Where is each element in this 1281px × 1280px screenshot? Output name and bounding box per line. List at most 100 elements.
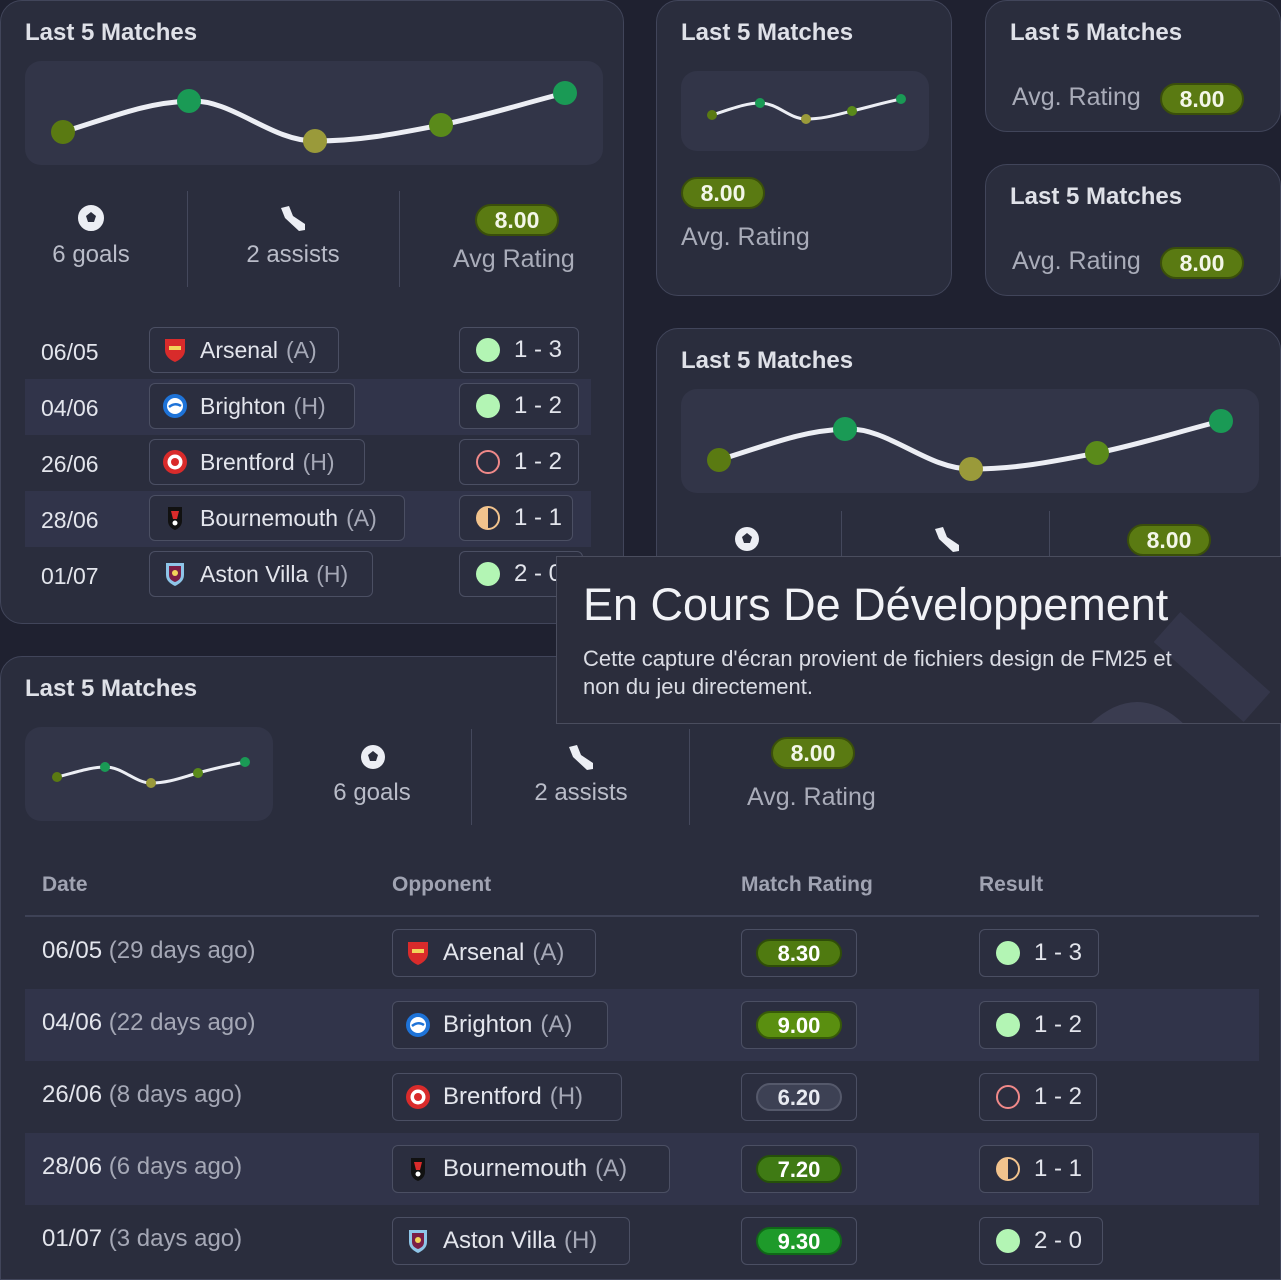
card-title: Last 5 Matches: [681, 347, 854, 374]
brentford-crest-icon: [406, 1085, 430, 1109]
opponent-name: Arsenal: [443, 939, 525, 966]
development-notice: En Cours De Développement Cette capture …: [556, 556, 1281, 724]
arsenal-crest-icon: [165, 339, 185, 362]
opponent-chip[interactable]: Brentford (H): [392, 1073, 622, 1121]
sparkline-point: [100, 762, 110, 772]
result-score: 1 - 1: [514, 504, 563, 531]
aston-villa-crest-icon: [409, 1230, 427, 1253]
win-icon: [476, 338, 500, 362]
arsenal-crest-icon: [408, 942, 428, 965]
venue: (A): [346, 504, 377, 531]
sparkline-point: [801, 114, 811, 124]
sparkline-panel: [25, 61, 603, 165]
sparkline-panel: [25, 727, 273, 821]
days-ago: (6 days ago): [108, 1153, 243, 1180]
win-icon: [996, 1229, 1020, 1253]
sparkline-point: [240, 757, 250, 767]
match-rating-value: 7.20: [756, 1155, 842, 1183]
opponent-chip[interactable]: Bournemouth (A): [392, 1145, 670, 1193]
column-header-match-rating: Match Rating: [741, 873, 873, 896]
sparkline-point: [707, 448, 731, 472]
match-rating-chip: 6.20: [741, 1073, 857, 1121]
venue: (A): [595, 1155, 628, 1182]
match-rating-chip: 8.30: [741, 929, 857, 977]
win-icon: [476, 394, 500, 418]
win-icon: [996, 941, 1020, 965]
opponent-chip[interactable]: Brentford (H): [149, 439, 365, 485]
opponent-chip[interactable]: Brighton (H): [149, 383, 355, 429]
sparkline-point: [177, 89, 201, 113]
result-score: 1 - 2: [1034, 1083, 1083, 1110]
result-score: 2 - 0: [514, 560, 563, 587]
sparkline-point: [833, 417, 857, 441]
sparkline-point: [553, 81, 577, 105]
avg-rating-label: Avg. Rating: [681, 223, 810, 251]
avg-rating-label: Avg. Rating: [747, 783, 876, 811]
match-rating-value: 8.30: [756, 939, 842, 967]
boot-icon: [281, 206, 305, 231]
brighton-crest-icon: [406, 1013, 430, 1037]
card-last5-table: Last 5 Matches 6 goals 2 assists 8.00 Av…: [0, 656, 1281, 1280]
card-title: Last 5 Matches: [25, 19, 198, 46]
venue: (A): [540, 1011, 573, 1038]
date-value: 26/06: [42, 1081, 103, 1108]
match-date: 01/07: [41, 563, 99, 589]
opponent-name: Brighton: [443, 1011, 533, 1038]
avg-rating-pill: 8.00: [1160, 247, 1244, 279]
match-rating-value: 9.30: [756, 1227, 842, 1255]
column-header-date: Date: [42, 873, 88, 896]
divider: [689, 729, 690, 825]
opponent-chip[interactable]: Arsenal (A): [149, 327, 339, 373]
card-title: Last 5 Matches: [681, 19, 854, 46]
football-icon: [361, 745, 385, 769]
result-chip: 1 - 2: [459, 439, 579, 485]
opponent-name: Bournemouth: [200, 504, 339, 531]
opponent-name: Aston Villa: [443, 1227, 556, 1254]
opponent-chip[interactable]: Arsenal (A): [392, 929, 596, 977]
match-date: 26/06: [41, 451, 99, 477]
result-chip: 1 - 2: [979, 1073, 1097, 1121]
opponent-name: Brighton: [200, 392, 286, 419]
match-date: 06/05 (29 days ago): [42, 937, 256, 965]
rating-sparkline: [52, 757, 250, 788]
football-icon: [78, 205, 104, 231]
avg-rating-pill: 8.00: [1127, 524, 1211, 556]
opponent-chip[interactable]: Bournemouth (A): [149, 495, 405, 541]
assists-stat: 2 assists: [246, 241, 340, 268]
opponent-chip[interactable]: Aston Villa (H): [392, 1217, 630, 1265]
divider: [399, 191, 400, 287]
draw-icon: [476, 506, 500, 530]
card-last5-compact: Last 5 Matches 8.00 Avg. Rating: [656, 0, 952, 296]
sparkline-point: [959, 457, 983, 481]
goals-stat: 6 goals: [333, 779, 411, 806]
sparkline-point: [193, 768, 203, 778]
card-last5-inline: Last 5 Matches Avg. Rating 8.00: [985, 0, 1281, 132]
sparkline-point: [51, 120, 75, 144]
opponent-chip[interactable]: Brighton (A): [392, 1001, 608, 1049]
venue: (H): [302, 448, 335, 475]
opponent-name: Brentford: [200, 448, 295, 475]
sparkline-point: [303, 129, 327, 153]
days-ago: (3 days ago): [108, 1225, 243, 1252]
match-rating-chip: 9.30: [741, 1217, 857, 1265]
venue: (H): [316, 560, 349, 587]
opponent-chip[interactable]: Aston Villa (H): [149, 551, 373, 597]
header-divider: [25, 915, 1259, 917]
notice-text: Cette capture d'écran provient de fichie…: [583, 646, 1172, 699]
opponent-name: Aston Villa: [200, 560, 309, 587]
result-score: 1 - 2: [1034, 1011, 1083, 1038]
boot-icon: [935, 527, 959, 552]
result-chip: 1 - 1: [459, 495, 573, 541]
match-date: 06/05: [41, 339, 99, 365]
sparkline-point: [847, 106, 857, 116]
notice-title: En Cours De Développement: [583, 579, 1169, 630]
bournemouth-crest-icon: [168, 507, 182, 530]
result-score: 1 - 2: [514, 392, 563, 419]
sparkline-point: [429, 113, 453, 137]
result-chip: 1 - 2: [979, 1001, 1097, 1049]
sparkline-point: [755, 98, 765, 108]
result-score: 1 - 2: [514, 448, 563, 475]
loss-icon: [996, 1085, 1020, 1109]
column-header-opponent: Opponent: [392, 873, 492, 896]
sparkline-point: [1085, 441, 1109, 465]
